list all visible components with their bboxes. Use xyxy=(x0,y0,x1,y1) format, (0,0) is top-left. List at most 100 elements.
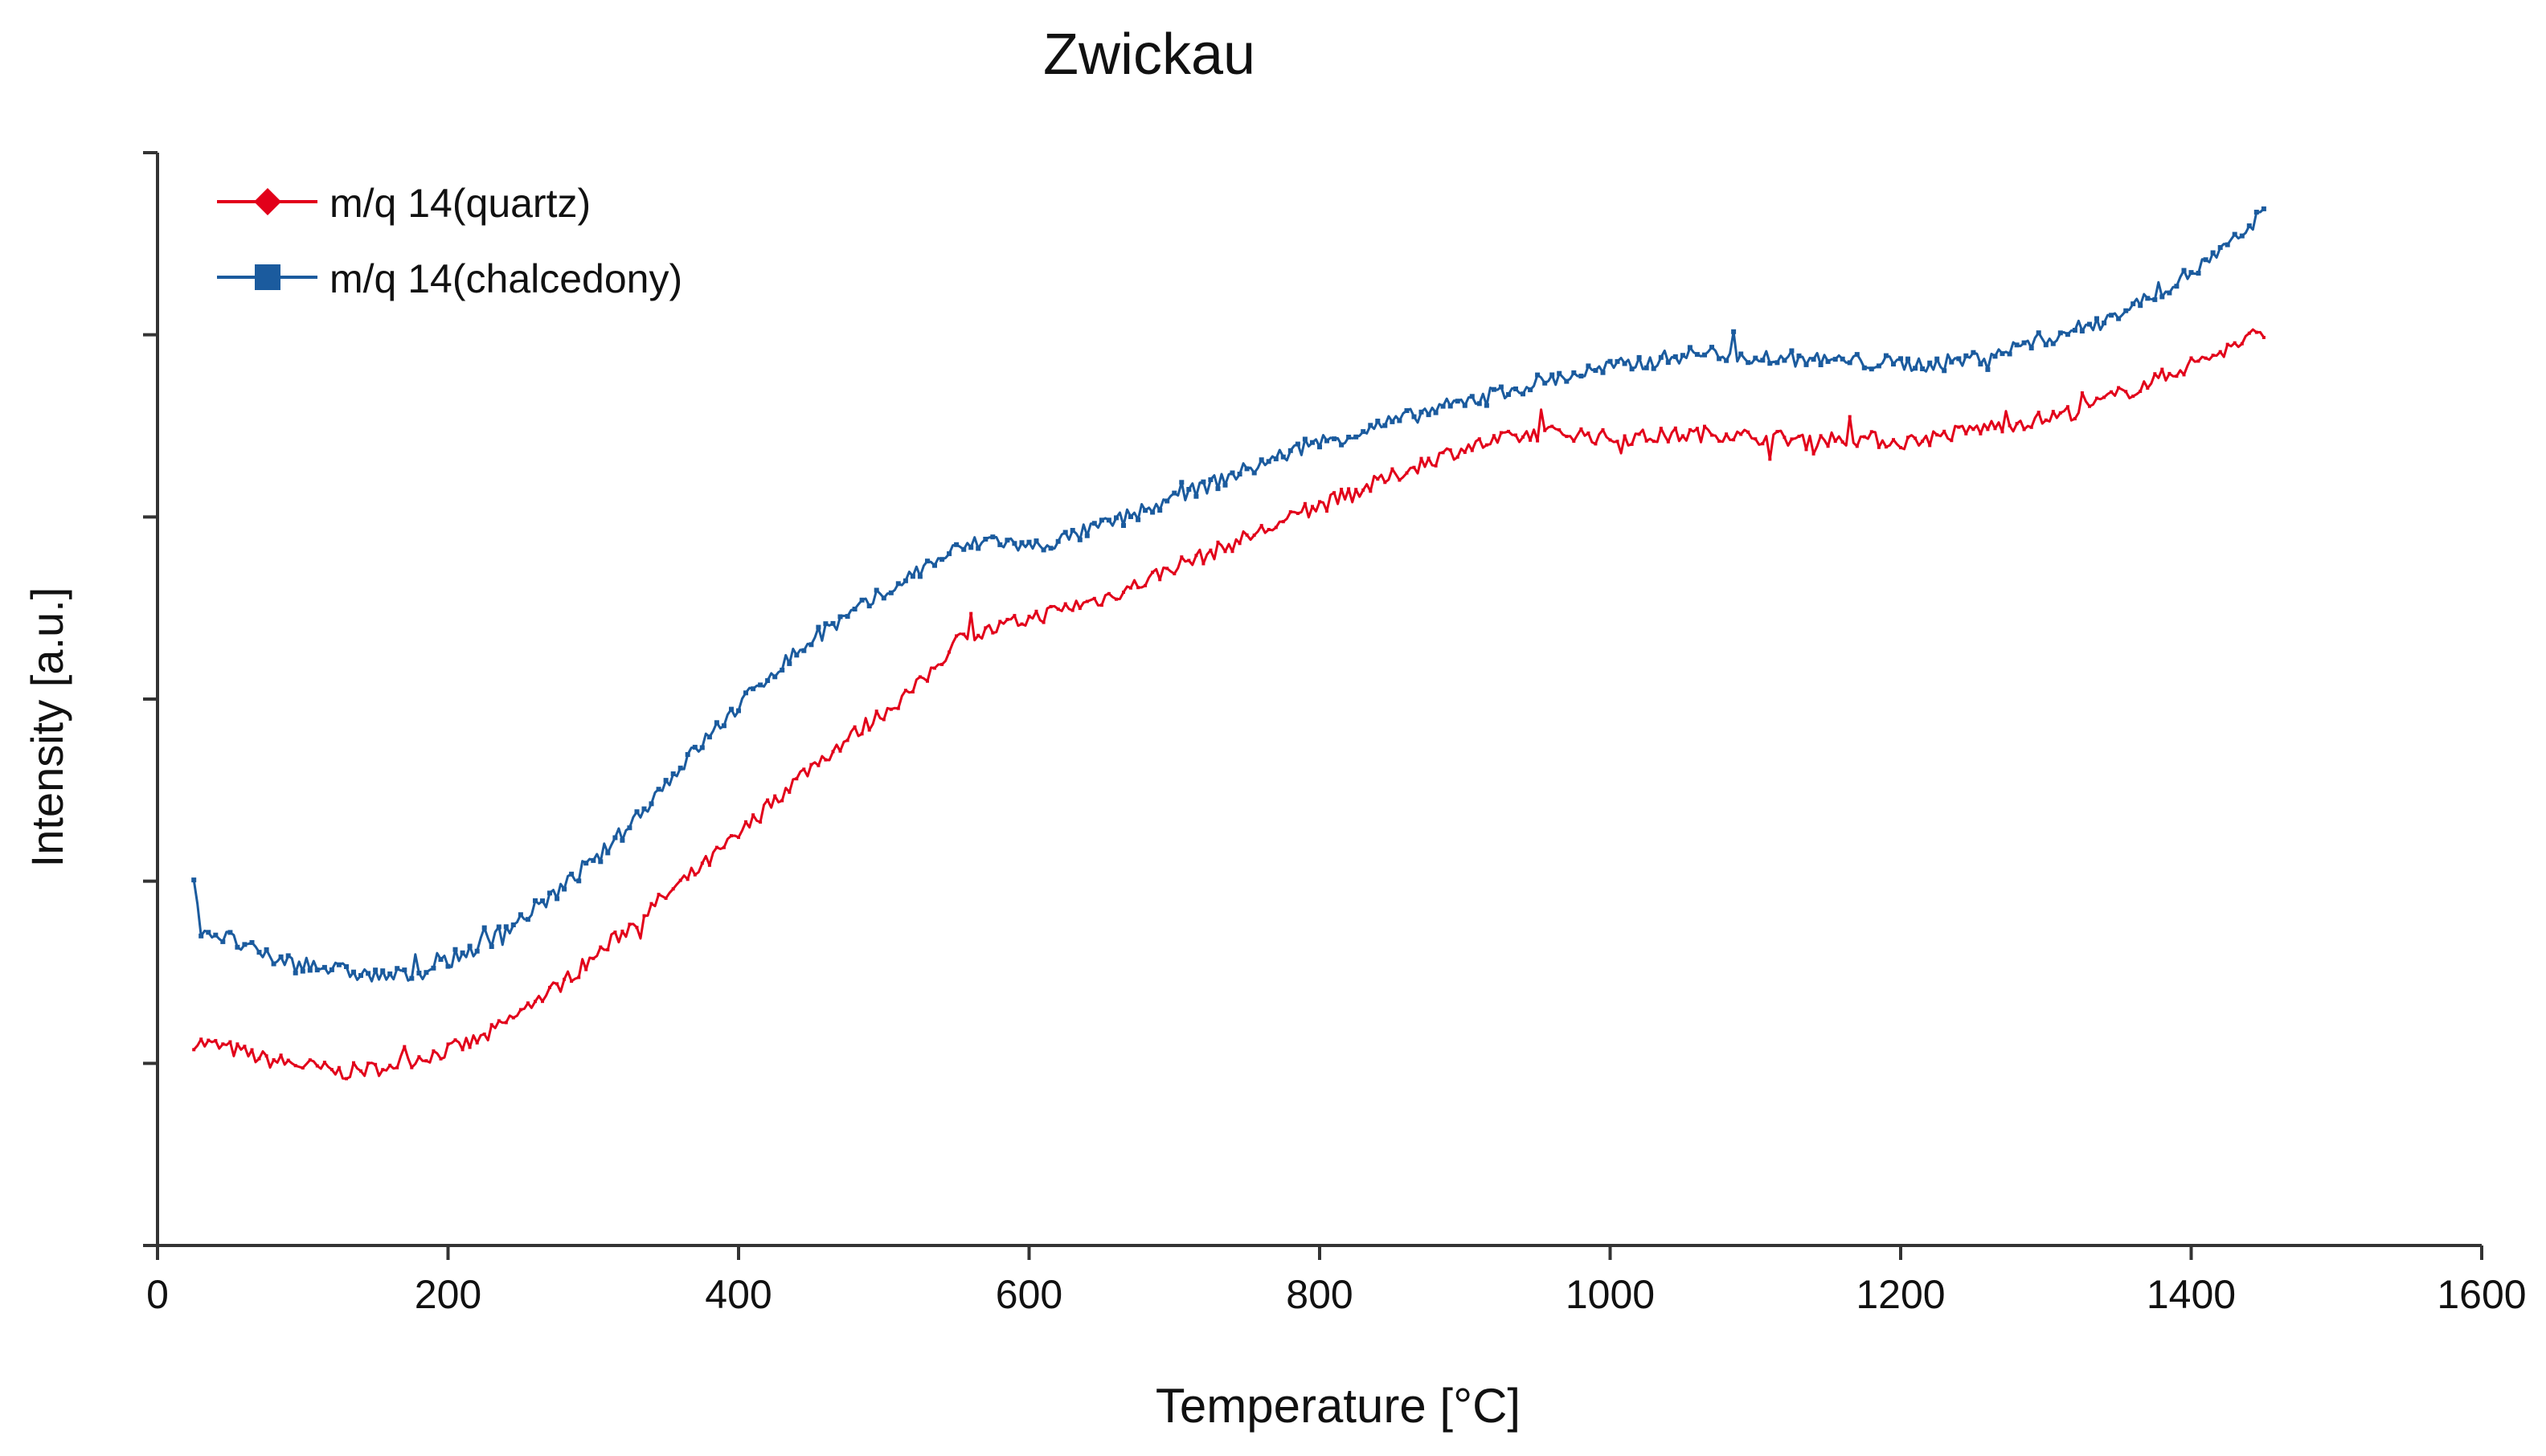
data-point xyxy=(1296,511,1300,515)
data-point xyxy=(1905,356,1910,362)
series-layer xyxy=(191,206,2266,1081)
data-point xyxy=(257,1057,261,1061)
data-point xyxy=(503,924,509,930)
data-point xyxy=(518,1008,522,1012)
data-point xyxy=(496,924,501,930)
data-point xyxy=(759,820,763,824)
data-point xyxy=(628,922,632,926)
data-point xyxy=(497,1019,501,1023)
data-point xyxy=(1186,487,1192,492)
data-point xyxy=(1215,486,1221,492)
data-point xyxy=(1979,431,1983,436)
data-point xyxy=(1833,440,1837,444)
data-point xyxy=(438,957,444,962)
data-point xyxy=(1694,352,1700,358)
data-point xyxy=(1491,386,1496,392)
data-point xyxy=(1179,480,1185,485)
data-point xyxy=(948,650,952,654)
data-point xyxy=(1950,439,1954,443)
data-point xyxy=(2239,233,2245,239)
data-point xyxy=(351,969,356,975)
data-point xyxy=(1477,437,1481,441)
data-point xyxy=(874,710,878,714)
data-point xyxy=(787,661,792,666)
data-point xyxy=(1339,442,1345,448)
data-point xyxy=(285,953,291,959)
data-point xyxy=(1513,386,1518,391)
series-line-chalcedony xyxy=(192,207,2265,983)
data-point xyxy=(2117,386,2121,390)
data-point xyxy=(1630,442,1634,446)
data-point xyxy=(445,963,451,969)
data-point xyxy=(2247,331,2251,335)
data-point xyxy=(1542,380,1548,386)
data-point xyxy=(1129,586,1132,590)
data-point xyxy=(474,948,480,954)
data-point xyxy=(1789,348,1795,354)
data-point xyxy=(737,836,740,840)
data-point xyxy=(1223,550,1227,554)
data-point xyxy=(620,929,624,933)
data-point xyxy=(765,678,771,683)
data-point xyxy=(264,947,269,952)
data-point xyxy=(2007,351,2012,357)
data-point xyxy=(896,706,900,710)
data-point xyxy=(947,551,952,557)
x-tick-label: 600 xyxy=(996,1272,1062,1317)
data-point xyxy=(2210,250,2216,256)
data-point xyxy=(1447,403,1453,409)
data-point xyxy=(409,975,415,981)
data-point xyxy=(984,626,988,630)
data-point xyxy=(1985,366,1991,372)
data-point xyxy=(599,945,603,949)
data-point xyxy=(1906,436,1910,440)
data-point xyxy=(2029,425,2033,429)
data-point xyxy=(881,595,886,601)
data-point xyxy=(699,745,705,750)
data-point xyxy=(2189,356,2193,360)
data-point xyxy=(1434,464,1438,468)
data-point xyxy=(1665,360,1671,366)
data-point xyxy=(991,631,995,635)
data-point xyxy=(380,968,386,974)
data-point xyxy=(1418,409,1424,415)
data-point xyxy=(1549,372,1555,378)
data-point xyxy=(1818,362,1824,367)
data-point xyxy=(562,886,567,892)
data-point xyxy=(1680,353,1685,358)
data-point xyxy=(387,971,393,976)
data-point xyxy=(1739,432,1743,436)
data-point xyxy=(910,574,915,579)
data-point xyxy=(1529,438,1533,442)
data-point xyxy=(1092,596,1096,600)
legend-label-quartz: m/q 14(quartz) xyxy=(330,181,591,226)
data-point xyxy=(969,611,973,616)
data-point xyxy=(1426,456,1431,460)
data-point xyxy=(1811,452,1815,456)
data-point xyxy=(1106,517,1111,523)
data-point xyxy=(1143,508,1148,513)
data-point xyxy=(1644,439,1648,443)
data-point xyxy=(918,675,922,679)
data-point xyxy=(1637,432,1641,436)
data-point xyxy=(555,982,559,986)
data-point xyxy=(1848,415,1852,419)
data-point xyxy=(1992,354,1998,359)
data-point xyxy=(1005,538,1010,543)
data-point xyxy=(1535,372,1541,378)
data-point xyxy=(998,620,1002,624)
data-point xyxy=(1244,466,1250,472)
data-point xyxy=(1295,441,1300,447)
data-point xyxy=(540,898,545,904)
data-point xyxy=(1013,614,1017,618)
data-point xyxy=(758,682,763,688)
data-point xyxy=(657,893,661,897)
data-point xyxy=(214,1039,218,1043)
data-point xyxy=(962,632,966,636)
data-point xyxy=(823,621,829,627)
data-point xyxy=(555,896,560,902)
data-point xyxy=(678,878,682,882)
data-point xyxy=(634,809,640,815)
data-point xyxy=(1318,500,1321,504)
data-point xyxy=(1578,374,1584,378)
